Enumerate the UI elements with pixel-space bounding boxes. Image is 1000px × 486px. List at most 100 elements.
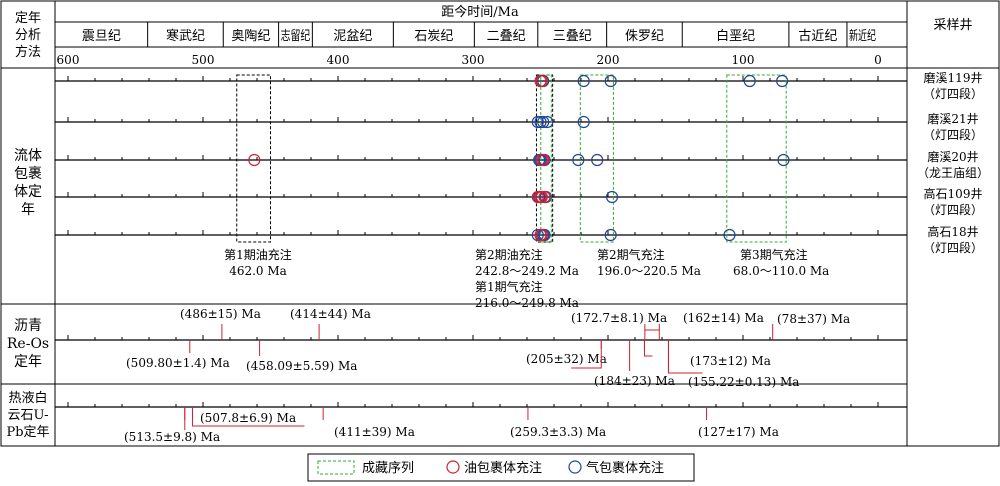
- upb-axis: [55, 402, 907, 408]
- period-label: 三叠纪: [553, 29, 592, 44]
- upb-age-label: (127±17) Ma: [698, 425, 779, 439]
- tick-label: 200: [597, 53, 620, 67]
- gas-inclusion-marker: [591, 153, 604, 167]
- period-label: 石炭纪: [414, 29, 453, 44]
- reos-age-label: (173±12) Ma: [690, 354, 771, 368]
- tick-label: 600: [57, 53, 80, 67]
- method-header-label: 定年 分析 方法: [15, 11, 41, 60]
- reos-label-line-3: 定年: [14, 354, 42, 370]
- gas-phase-2-box: [579, 74, 614, 243]
- gas-inclusion-marker: [604, 74, 617, 88]
- tick-label: 400: [327, 53, 350, 67]
- gas-phase-3-label: 第3期气充注 68.0～110.0 Ma: [733, 247, 829, 278]
- gas-inclusion-marker: [534, 115, 547, 129]
- oil-inclusion-marker: [534, 228, 547, 242]
- gas-phase-2-title: 第2期气充注: [597, 247, 665, 262]
- oil-inclusion-marker: [248, 153, 261, 167]
- legend-oil-label: 油包裹体充注: [464, 460, 542, 476]
- period-label: 奥陶纪: [231, 28, 270, 44]
- gas-inclusion-marker: [605, 190, 619, 204]
- period-label: 二叠纪: [487, 29, 526, 44]
- fluid-label-line-4: 年: [21, 202, 35, 218]
- reos-age-label: (184±23) Ma: [594, 374, 675, 388]
- fluid-section-label: 流体 包裹 体定 年: [14, 148, 42, 218]
- time-axis: 600 500 400 300 200 100 0: [57, 53, 882, 67]
- fluid-label-line-1: 流体: [14, 148, 42, 164]
- reos-connector: [667, 340, 703, 374]
- oil-phase-1-label: 第1期油充注 462.0 Ma: [224, 247, 292, 278]
- gas-phase-3-box: [726, 74, 787, 243]
- method-header-line-3: 方法: [15, 44, 41, 60]
- gas-inclusion-marker: [723, 228, 736, 242]
- tick-label: 100: [732, 53, 755, 67]
- reos-label-line-1: 沥青: [14, 318, 42, 334]
- gas-inclusion-marker: [531, 115, 544, 129]
- reos-age-label: (458.09±5.59) Ma: [246, 359, 357, 373]
- gas-inclusion-marker: [572, 153, 585, 167]
- oil-phase-1-box: [236, 74, 271, 243]
- oil-phase-1-value: 462.0 Ma: [229, 264, 287, 278]
- oil-inclusion-marker: [535, 153, 548, 167]
- oil-phase-2-value: 242.8～249.2 Ma: [475, 264, 579, 278]
- legend-gas-icon: [568, 460, 582, 474]
- gas-phase-1-value: 216.0～249.8 Ma: [475, 296, 579, 310]
- period-label: 泥盆纪: [333, 29, 372, 44]
- well-interval: （灯四段）: [923, 86, 983, 101]
- reos-label-line-2: Re-Os: [7, 336, 49, 352]
- gas-inclusion-marker: [577, 74, 590, 88]
- well-name: 高石109井: [924, 186, 983, 201]
- well-interval: （灯四段）: [923, 127, 983, 142]
- oil-phase-1-title: 第1期油充注: [224, 247, 292, 262]
- oil-phase-2-label: 第2期油充注 242.8～249.2 Ma 第1期气充注 216.0～249.8…: [475, 247, 579, 310]
- period-row: 震旦纪 寒武纪 奥陶纪 志留纪 泥盆纪 石炭纪 二叠纪 三叠纪 侏罗纪 白垩纪 古近纪 新近纪: [82, 22, 876, 47]
- gas-phase-1-box: [540, 74, 552, 243]
- oil-inclusion-marker: [535, 190, 548, 204]
- upb-age-labels: (507.8±6.9) Ma (513.5±9.8) Ma (411±39) Ma (…: [124, 407, 779, 444]
- well-name: 磨溪20井: [927, 150, 978, 164]
- oil-inclusion-marker: [538, 190, 551, 204]
- gas-phase-1-title: 第1期气充注: [475, 279, 543, 294]
- sequence-boxes: [236, 74, 787, 243]
- gas-inclusion-marker: [538, 228, 551, 242]
- well-interval: （灯四段）: [923, 240, 983, 255]
- period-label: 侏罗纪: [625, 29, 664, 44]
- reos-section-label: 沥青 Re-Os 定年: [7, 318, 49, 370]
- oil-inclusion-marker: [531, 190, 544, 204]
- gas-inclusion-marker: [604, 228, 617, 242]
- legend-oil-icon: [446, 460, 460, 474]
- well-interval: （龙王庙组）: [917, 166, 989, 180]
- gas-phase-3-value: 68.0～110.0 Ma: [733, 264, 829, 278]
- gas-phase-2-value: 196.0～220.5 Ma: [597, 264, 701, 278]
- tick-label: 500: [192, 53, 215, 67]
- well-name: 高石18井: [927, 224, 978, 239]
- upb-connector: [191, 407, 305, 427]
- reos-age-labels: (486±15) Ma (414±44) Ma (172.7±8.1) Ma (162…: [126, 307, 850, 389]
- well-header-label: 采样井: [933, 18, 972, 33]
- upb-section-label: 热液白 云石U- Pb定年: [6, 390, 49, 440]
- inclusion-markers: [248, 74, 790, 242]
- reos-age-label: (509.80±1.4) Ma: [126, 356, 230, 370]
- period-label: 志留纪: [281, 29, 311, 44]
- reos-connector: [643, 340, 653, 357]
- gas-inclusion-marker: [537, 115, 550, 129]
- reos-age-label: (205±32) Ma: [526, 352, 607, 366]
- well-interval: （灯四段）: [923, 202, 983, 217]
- period-label: 寒武纪: [166, 28, 205, 44]
- reos-age-label: (172.7±8.1) Ma: [571, 311, 667, 325]
- gas-inclusion-marker: [531, 228, 544, 242]
- reos-age-label: (486±15) Ma: [180, 307, 261, 321]
- well-rows: 磨溪119井（灯四段）磨溪21井（灯四段）磨溪20井（龙王庙组）高石109井（灯…: [55, 71, 989, 255]
- gas-inclusion-marker: [577, 115, 590, 129]
- axis-title: 距今时间/Ma: [441, 4, 519, 20]
- gas-phase-2-label: 第2期气充注 196.0～220.5 Ma: [597, 247, 701, 278]
- period-label: 白垩纪: [716, 28, 755, 44]
- well-name: 磨溪119井: [924, 71, 983, 85]
- gas-inclusion-marker: [776, 74, 789, 88]
- legend-sequence-swatch: [317, 460, 355, 475]
- period-label: 震旦纪: [82, 29, 121, 44]
- legend-gas-label: 气包裹体充注: [586, 460, 664, 476]
- well-name: 磨溪21井: [927, 112, 978, 126]
- upb-age-label: (411±39) Ma: [334, 425, 415, 439]
- oil-phase-2-title: 第2期油充注: [475, 247, 543, 262]
